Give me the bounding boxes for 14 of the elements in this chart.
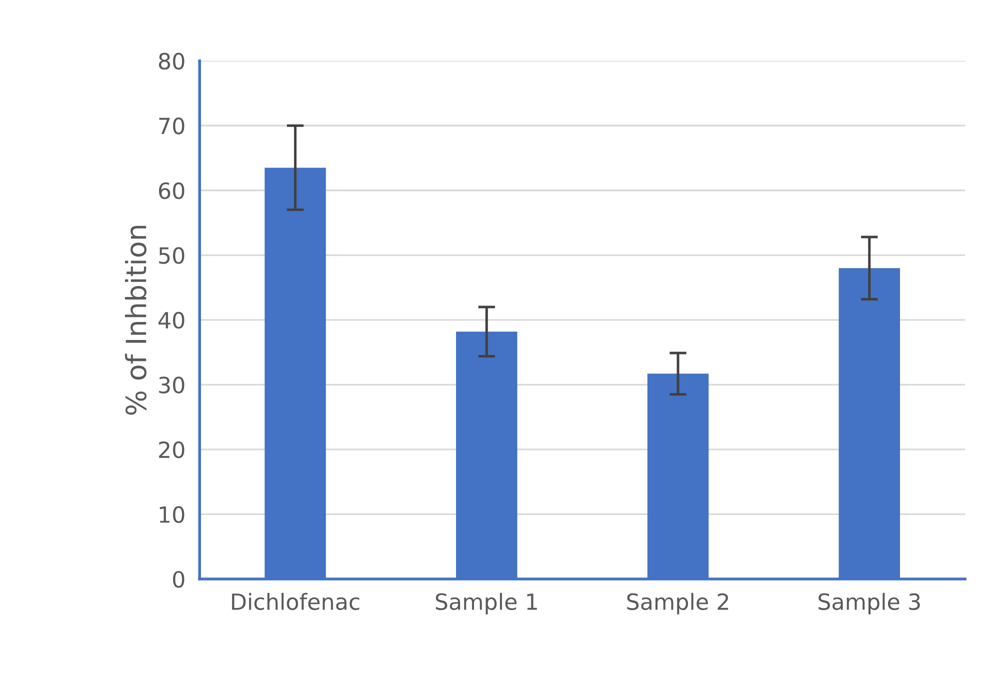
y-tick-label: 70 <box>159 118 184 134</box>
x-tick-label: Dichlofenac <box>232 592 360 610</box>
x-tick-label: Sample 1 <box>436 592 537 614</box>
y-tick-label: 10 <box>160 506 184 523</box>
y-tick-label: 0 <box>173 570 184 588</box>
y-tick-label: 60 <box>158 182 184 200</box>
y-tick-label: 50 <box>159 247 184 264</box>
y-axis-title: % of Inhbition <box>124 226 146 415</box>
x-tick-label: Sample 3 <box>818 592 920 614</box>
y-tick-label: 40 <box>158 312 184 329</box>
x-tick-label: Sample 2 <box>627 592 728 614</box>
y-tick-label: 30 <box>159 376 184 394</box>
y-tick-label: 20 <box>159 441 184 458</box>
y-tick-label: 80 <box>158 52 184 70</box>
